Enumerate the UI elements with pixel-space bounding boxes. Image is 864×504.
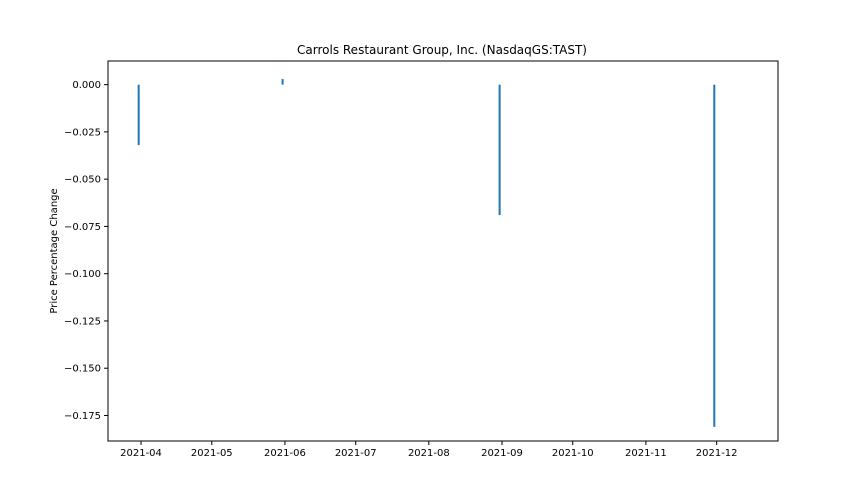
y-tick-label: −0.150 bbox=[64, 364, 101, 375]
x-tick-label: 2021-11 bbox=[625, 448, 667, 459]
x-tick-label: 2021-10 bbox=[552, 448, 594, 459]
y-tick-label: −0.050 bbox=[64, 175, 101, 186]
chart-title: Carrols Restaurant Group, Inc. (NasdaqGS… bbox=[297, 43, 587, 57]
x-tick-label: 2021-04 bbox=[120, 448, 162, 459]
y-tick-label: −0.075 bbox=[64, 222, 101, 233]
y-axis-label: Price Percentage Change bbox=[49, 188, 60, 313]
bar-2021-05-31 bbox=[281, 78, 284, 85]
x-tick-label: 2021-06 bbox=[264, 448, 306, 459]
x-tick-label: 2021-12 bbox=[696, 448, 738, 459]
y-tick-label: −0.100 bbox=[64, 269, 101, 280]
y-tick-label: −0.025 bbox=[64, 127, 101, 138]
x-tick-label: 2021-05 bbox=[191, 448, 233, 459]
y-axis-ticks: 0.000 −0.025 −0.050 −0.075 −0.100 −0.125 −0.15… bbox=[64, 80, 108, 422]
x-axis-ticks: 2021-04 2021-05 2021-06 2021-07 2021-08 2021-… bbox=[120, 441, 738, 459]
x-tick-label: 2021-08 bbox=[408, 448, 450, 459]
x-tick-label: 2021-07 bbox=[335, 448, 377, 459]
x-tick-label: 2021-09 bbox=[481, 448, 523, 459]
plot-frame bbox=[107, 60, 779, 442]
y-tick-label: −0.175 bbox=[64, 411, 101, 422]
bars-group bbox=[137, 78, 716, 427]
bar-2021-11-30 bbox=[713, 84, 716, 427]
bar-2021-03-31 bbox=[137, 84, 140, 146]
y-tick-label: 0.000 bbox=[72, 80, 101, 91]
y-tick-label: −0.125 bbox=[64, 316, 101, 327]
bar-2021-08-31 bbox=[498, 84, 501, 216]
